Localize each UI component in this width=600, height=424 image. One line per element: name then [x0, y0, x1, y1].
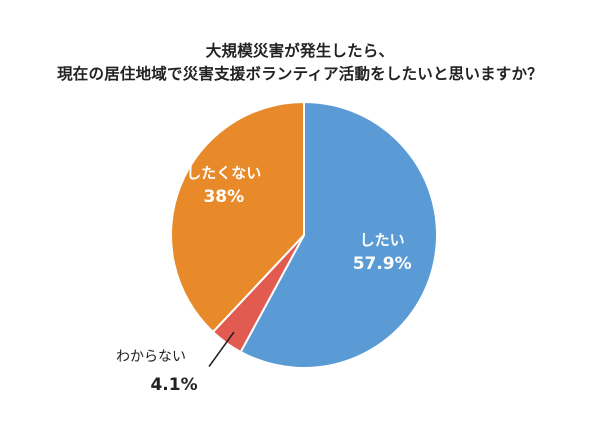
slice-label-dont-want: したくない 38%: [186, 162, 261, 210]
slice-value-want: 57.9%: [352, 254, 412, 275]
slice-name-want: したい: [359, 231, 405, 250]
chart-title: 大規模災害が発生したら、 現在の居住地域で災害支援ボランティア活動をしたいと思い…: [0, 40, 600, 86]
slice-value-dont-want: 38%: [203, 186, 245, 207]
pie-slices: [170, 101, 438, 369]
slice-value-dont-know: 4.1%: [150, 374, 198, 395]
slice-name-dont-know: わからない: [116, 348, 187, 365]
slice-name-dont-want: したくない: [186, 163, 262, 182]
slice-label-dont-know: わからない: [116, 346, 186, 368]
chart-title-line-1: 大規模災害が発生したら、: [205, 42, 395, 60]
chart-title-line-2: 現在の居住地域で災害支援ボランティア活動をしたいと思いますか？: [57, 65, 543, 83]
leader-line-dont-know: [208, 331, 235, 368]
slice-label-want: したい 57.9%: [353, 229, 412, 277]
pie-slice-want: [239, 101, 438, 369]
pie-slice-dont-want: [170, 101, 305, 333]
slice-value-label-dont-know: 4.1%: [150, 372, 197, 398]
